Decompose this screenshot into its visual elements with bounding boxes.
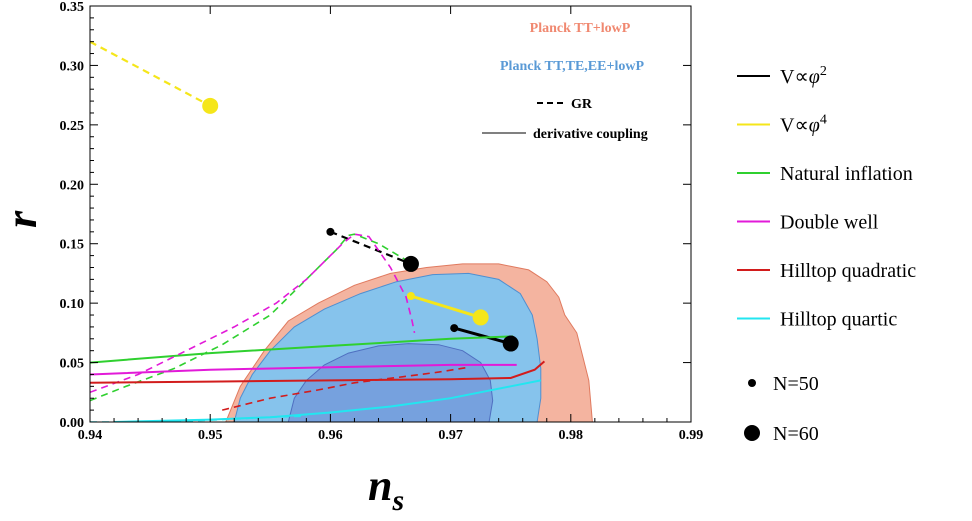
series-dc-line-2	[90, 335, 514, 364]
plot-frame	[89, 5, 692, 423]
y-tick-label-5: 0.25	[60, 119, 85, 134]
legend-label-5: Hilltop quartic	[780, 309, 897, 331]
y-tick-label-3: 0.15	[60, 238, 85, 253]
planck-tt-te-ee-lowp-label: Planck TT,TE,EE+lowP	[500, 59, 644, 74]
x-tick-label-2: 0.96	[318, 428, 343, 443]
planck-tt-lowp-label: Planck TT+lowP	[530, 21, 631, 36]
x-tick-label-5: 0.99	[679, 428, 704, 443]
point-0-0	[326, 227, 335, 236]
y-axis-ticks: 0.00 0.05 0.10 0.15 0.20 0.25 0.30 0.35	[60, 0, 691, 431]
series-gr-line-4	[222, 366, 469, 411]
legend-label-3: Double well	[780, 212, 879, 234]
x-tick-label-3: 0.97	[438, 428, 463, 443]
x-axis-ticks: 0.94 0.95 0.96 0.97 0.98 0.99	[78, 6, 704, 443]
legend-label-2: Natural inflation	[780, 163, 913, 185]
series-dc-line-1	[410, 294, 482, 319]
point-0-3	[502, 335, 519, 352]
series-gr-line-3	[90, 233, 416, 394]
gr-label: GR	[571, 97, 593, 112]
point-1-1	[406, 292, 415, 301]
series-gr-line-0	[329, 230, 412, 265]
y-tick-label-0: 0.00	[60, 416, 85, 431]
y-tick-label-2: 0.10	[60, 297, 85, 312]
series-dc-line-5	[113, 379, 541, 422]
x-tick-label-4: 0.98	[559, 428, 584, 443]
planck-contours	[225, 263, 593, 422]
point-0-2	[450, 324, 459, 333]
point-0-1	[402, 255, 419, 272]
series-dc-line-3	[90, 363, 517, 376]
series-dc-line-4	[90, 360, 546, 384]
size-legend-label-1: N=60	[773, 423, 819, 445]
dc-label: derivative coupling	[533, 127, 648, 142]
x-tick-label-1: 0.95	[198, 428, 223, 443]
series-legend: V∝φ2 V∝φ4 Natural inflation Double well Hill…	[737, 64, 916, 331]
inner-legend: Planck TT+lowP Planck TT,TE,EE+lowP GR d…	[482, 21, 648, 142]
y-tick-label-6: 0.30	[60, 59, 85, 74]
size-legend: N=50 N=60	[744, 373, 819, 445]
y-axis-title: r	[0, 210, 46, 228]
legend-label-4: Hilltop quadratic	[780, 260, 916, 282]
contour-inner-1	[287, 343, 494, 422]
y-tick-label-4: 0.20	[60, 178, 85, 193]
size-legend-marker-0	[748, 379, 756, 387]
series-gr-line-1	[90, 40, 211, 107]
series-dc-line-0	[453, 326, 512, 346]
point-1-2	[472, 309, 489, 326]
size-legend-marker-1	[744, 425, 760, 441]
y-tick-label-1: 0.05	[60, 357, 85, 372]
model-curves	[90, 40, 546, 422]
legend-label-0: V∝φ2	[780, 64, 827, 88]
legend-label-1: V∝φ4	[780, 113, 827, 137]
x-tick-label-0: 0.94	[78, 428, 103, 443]
size-legend-label-0: N=50	[773, 373, 819, 395]
x-axis-title: ns	[368, 461, 404, 517]
y-tick-label-7: 0.35	[60, 0, 85, 15]
point-1-0	[202, 97, 219, 114]
n-points	[202, 97, 519, 352]
